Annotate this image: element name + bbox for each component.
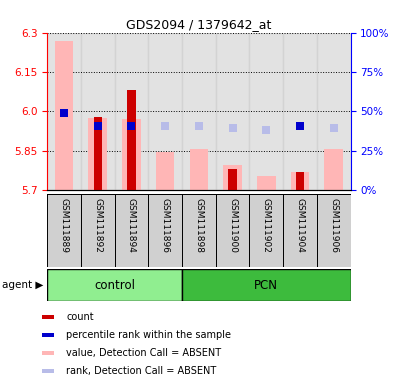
Text: count: count — [66, 312, 94, 322]
Text: GSM111906: GSM111906 — [328, 198, 337, 253]
Text: GSM111894: GSM111894 — [127, 198, 136, 252]
FancyBboxPatch shape — [283, 194, 316, 267]
Bar — [122, 119, 140, 190]
FancyBboxPatch shape — [316, 194, 350, 267]
FancyBboxPatch shape — [249, 194, 283, 267]
FancyBboxPatch shape — [81, 194, 114, 267]
Bar — [189, 149, 208, 190]
Bar — [228, 169, 236, 190]
Bar — [283, 33, 316, 190]
Bar — [155, 152, 174, 190]
Bar — [324, 149, 342, 190]
Text: GSM111902: GSM111902 — [261, 198, 270, 252]
Bar — [42, 315, 54, 319]
Bar — [182, 269, 350, 301]
Text: GSM111900: GSM111900 — [227, 198, 236, 253]
Text: rank, Detection Call = ABSENT: rank, Detection Call = ABSENT — [66, 366, 216, 376]
Bar — [55, 40, 73, 190]
Text: value, Detection Call = ABSENT: value, Detection Call = ABSENT — [66, 348, 221, 358]
FancyBboxPatch shape — [182, 194, 215, 267]
Bar — [93, 117, 102, 190]
Bar — [316, 33, 350, 190]
Bar — [249, 33, 283, 190]
Text: GSM111898: GSM111898 — [194, 198, 203, 253]
Bar — [182, 33, 215, 190]
FancyBboxPatch shape — [114, 194, 148, 267]
Bar — [42, 351, 54, 355]
Bar — [223, 165, 241, 190]
Text: agent ▶: agent ▶ — [2, 280, 43, 290]
Text: GSM111904: GSM111904 — [295, 198, 304, 252]
Bar — [114, 33, 148, 190]
Bar — [42, 333, 54, 337]
Bar — [148, 33, 182, 190]
Bar — [295, 172, 303, 190]
Text: control: control — [94, 279, 135, 291]
Bar — [215, 33, 249, 190]
Bar — [42, 369, 54, 373]
Title: GDS2094 / 1379642_at: GDS2094 / 1379642_at — [126, 18, 271, 31]
Bar — [88, 118, 107, 190]
Bar — [47, 269, 182, 301]
FancyBboxPatch shape — [148, 194, 182, 267]
Bar — [81, 33, 114, 190]
Bar — [47, 33, 81, 190]
Text: GSM111889: GSM111889 — [59, 198, 68, 253]
Text: PCN: PCN — [254, 279, 278, 291]
Text: GSM111896: GSM111896 — [160, 198, 169, 253]
Bar — [127, 90, 135, 190]
FancyBboxPatch shape — [47, 194, 81, 267]
Bar — [290, 172, 308, 190]
Text: GSM111892: GSM111892 — [93, 198, 102, 252]
FancyBboxPatch shape — [215, 194, 249, 267]
Text: percentile rank within the sample: percentile rank within the sample — [66, 330, 231, 340]
Bar — [256, 175, 275, 190]
